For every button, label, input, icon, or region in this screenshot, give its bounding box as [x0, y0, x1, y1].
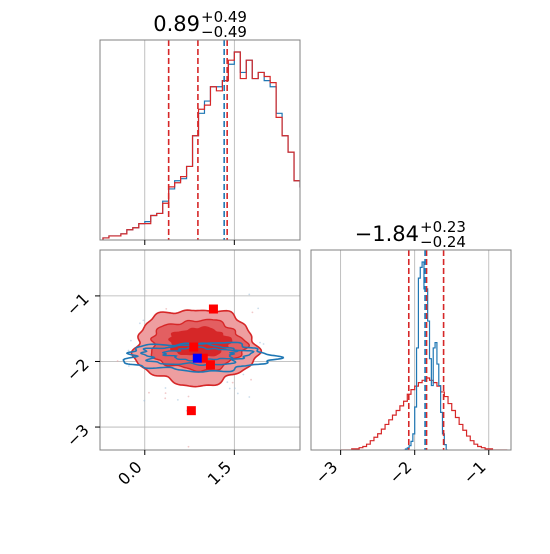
joint-scatter-point — [164, 387, 167, 389]
joint-scatter-point — [187, 445, 190, 448]
joint-ytick-label: −1 — [63, 289, 93, 319]
joint-blue-contour-mid — [139, 342, 255, 367]
joint-scatter-point — [165, 307, 168, 310]
joint-scatter-point — [138, 322, 141, 325]
hist-param1-grid — [144, 40, 235, 240]
hist-param1-xticks — [144, 240, 235, 245]
joint-scatter-point — [236, 392, 239, 395]
hist-param2-plot — [340, 250, 508, 450]
param2-title-value: −1.84 — [355, 222, 419, 246]
hist-param2-frame — [310, 249, 512, 451]
hist-param2-panel: −3 −2 −1 −1.84 +0.23 −0.24 — [310, 218, 512, 488]
joint-scatter-point — [231, 381, 234, 384]
joint-scatter-point — [116, 360, 119, 362]
joint-scatter-point — [130, 339, 132, 342]
joint-scatter-point — [176, 399, 179, 401]
joint-blue-contour-inner — [161, 346, 239, 362]
joint-scatter-point — [262, 343, 265, 345]
param1-title-plus: +0.49 — [201, 8, 247, 26]
joint-scatter-point — [242, 373, 245, 376]
param2-title-minus: −0.24 — [420, 233, 466, 251]
joint-ytick-label: −3 — [63, 420, 93, 450]
joint-scatter-point — [248, 293, 251, 296]
hist-param2-tick-label: −3 — [311, 457, 341, 487]
joint-scatter-point — [226, 381, 229, 384]
joint-scatter-point — [250, 378, 252, 381]
joint-scatter-point — [187, 395, 190, 398]
joint-scatter-point — [259, 341, 261, 344]
joint-scatter-point — [164, 397, 167, 400]
joint-scatter-point — [257, 307, 260, 310]
joint-scatter-point — [251, 311, 254, 314]
joint-blue-marker — [192, 353, 202, 363]
joint-red-marker — [189, 342, 199, 352]
joint-scatter-point — [143, 399, 146, 402]
joint-panel: 0.0 1.5 −1 −2 −3 — [59, 249, 308, 489]
joint-scatter-point — [142, 319, 145, 322]
joint-plot — [59, 293, 308, 448]
joint-frame — [99, 249, 301, 451]
joint-scatter-point — [228, 387, 231, 390]
joint-scatter-point — [248, 396, 251, 398]
joint-scatter-point — [233, 387, 236, 390]
param1-title-minus: −0.49 — [201, 23, 247, 41]
hist-param1-frame — [99, 39, 301, 241]
hist-param1-red-series — [102, 51, 300, 240]
hist-param2-red-series — [340, 377, 508, 450]
joint-scatter-point — [59, 328, 61, 330]
param1-title-value: 0.89 — [153, 12, 200, 36]
joint-scatter-point — [306, 354, 308, 356]
joint-scatter-point — [148, 391, 150, 394]
joint-red-marker — [198, 353, 208, 363]
hist-param1-panel: 0.89 +0.49 −0.49 — [99, 8, 301, 245]
joint-scatter-point — [164, 392, 167, 395]
hist-param2-tick-label: −1 — [459, 457, 489, 487]
hist-param1-plot — [102, 40, 300, 240]
param2-title-plus: +0.23 — [420, 218, 466, 236]
joint-scatter-point — [127, 365, 130, 367]
joint-red-marker — [208, 304, 218, 314]
joint-ytick-label: −2 — [63, 355, 93, 385]
joint-scatter-point — [127, 349, 130, 352]
joint-red-marker — [205, 360, 215, 370]
hist-param2-xticks: −3 −2 −1 — [311, 450, 490, 488]
joint-xtick-label: 1.5 — [204, 457, 235, 488]
hist-param2-tick-label: −2 — [385, 457, 415, 487]
joint-red-marker — [186, 406, 196, 416]
joint-xtick-label: 0.0 — [114, 457, 145, 488]
joint-blue-contour-outer — [122, 341, 285, 373]
